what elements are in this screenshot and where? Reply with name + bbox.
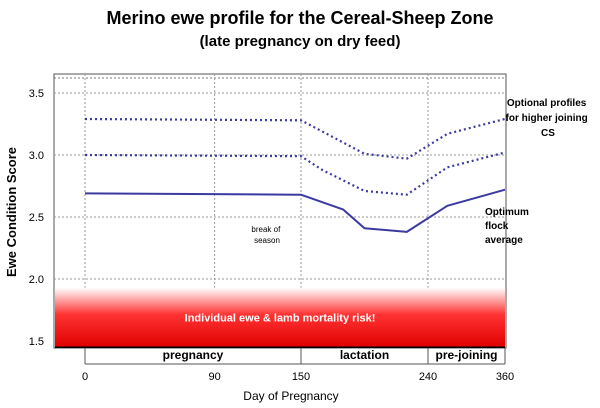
- mortality-risk-zone: [55, 287, 505, 348]
- x-axis-label: Day of Pregnancy: [243, 389, 338, 403]
- phase-label: lactation: [340, 348, 389, 362]
- optimum-average-annotation: Optimum flock average: [485, 207, 532, 246]
- y-tick-label: 3.0: [29, 150, 44, 162]
- x-tick-label: 0: [82, 371, 88, 383]
- break-of-season-annotation: break of season: [251, 225, 282, 245]
- series-line-3: [84, 117, 506, 160]
- x-tick-label: 240: [419, 371, 437, 383]
- x-axis-ticks: 0 90 150 240 360: [82, 371, 514, 383]
- optimum-line-1: Optimum: [485, 207, 529, 218]
- y-axis-ticks: 1.5 2.0 2.5 3.0 3.5: [29, 88, 44, 348]
- optimum-line-2: flock: [485, 221, 509, 232]
- chart-subtitle: (late pregnancy on dry feed): [200, 33, 401, 50]
- optimum-line-3: average: [485, 235, 523, 246]
- optional-profiles-annotation: Optional profiles for higher joining CS: [506, 98, 591, 139]
- chart-title: Merino ewe profile for the Cereal-Sheep …: [106, 8, 493, 28]
- series-line-2: [84, 151, 506, 196]
- y-tick-label: 2.0: [29, 274, 44, 286]
- series-line-1: [84, 188, 506, 233]
- mortality-risk-label: Individual ewe & lamb mortality risk!: [185, 312, 376, 324]
- y-tick-label: 1.5: [29, 336, 44, 348]
- phase-label: pre-joining: [436, 348, 498, 362]
- series-lines: [84, 117, 506, 233]
- break-line-1: break of: [251, 225, 281, 234]
- x-tick-label: 360: [496, 371, 514, 383]
- phase-label: pregnancy: [163, 348, 224, 362]
- plot-frame: [53, 73, 507, 349]
- optional-line-3: CS: [541, 128, 555, 139]
- optional-line-1: Optional profiles: [507, 98, 587, 109]
- y-axis-label: Ewe Condition Score: [4, 147, 19, 277]
- y-tick-label: 3.5: [29, 88, 44, 100]
- x-tick-label: 150: [292, 371, 310, 383]
- y-tick-label: 2.5: [29, 212, 44, 224]
- break-line-2: season: [254, 236, 280, 245]
- phase-bar: pregnancy lactation pre-joining: [84, 348, 506, 365]
- optional-line-2: for higher joining: [506, 113, 588, 124]
- x-tick-label: 90: [208, 371, 220, 383]
